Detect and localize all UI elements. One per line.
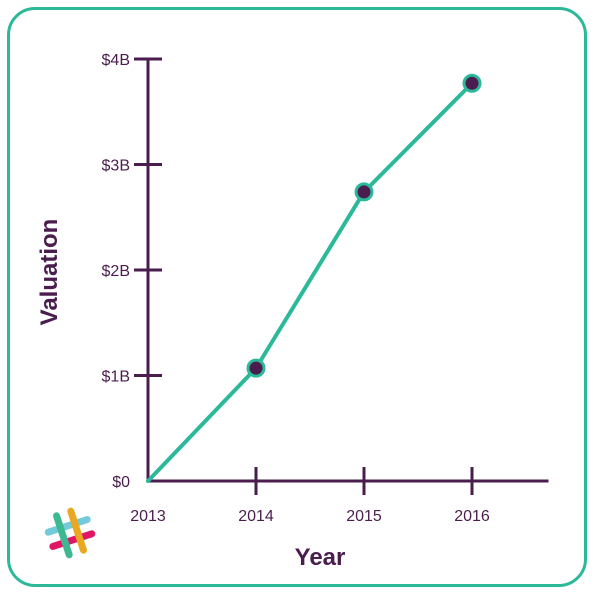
logo-bar-bottom: [49, 530, 96, 550]
y-axis-title: Valuation: [36, 219, 63, 326]
logo-bar-left: [53, 512, 73, 559]
data-point-marker: [354, 182, 374, 202]
y-tick-label: $0: [112, 474, 130, 491]
x-tick-label: 2013: [130, 508, 166, 525]
slack-hash-logo-icon: [44, 507, 96, 559]
series-line: [146, 81, 474, 483]
x-tick-label: 2016: [454, 508, 490, 525]
chart-card: [7, 7, 587, 587]
x-tick-label: 2015: [346, 508, 382, 525]
y-tick-label: $3B: [102, 158, 130, 175]
series-group: [146, 73, 482, 483]
x-ticks: 2013 2014 2015 2016: [130, 467, 490, 525]
y-ticks: $0 $1B $2B $3B $4B: [102, 52, 162, 491]
x-tick-label: 2014: [238, 508, 274, 525]
y-tick-label: $2B: [102, 263, 130, 280]
logo-bar-top: [44, 516, 91, 536]
data-point-marker: [462, 73, 482, 93]
y-tick-label: $1B: [102, 369, 130, 386]
x-axis-title: Year: [295, 544, 346, 571]
y-tick-label: $4B: [102, 52, 130, 69]
logo-bar-right: [67, 507, 87, 554]
data-point-marker: [246, 358, 266, 378]
